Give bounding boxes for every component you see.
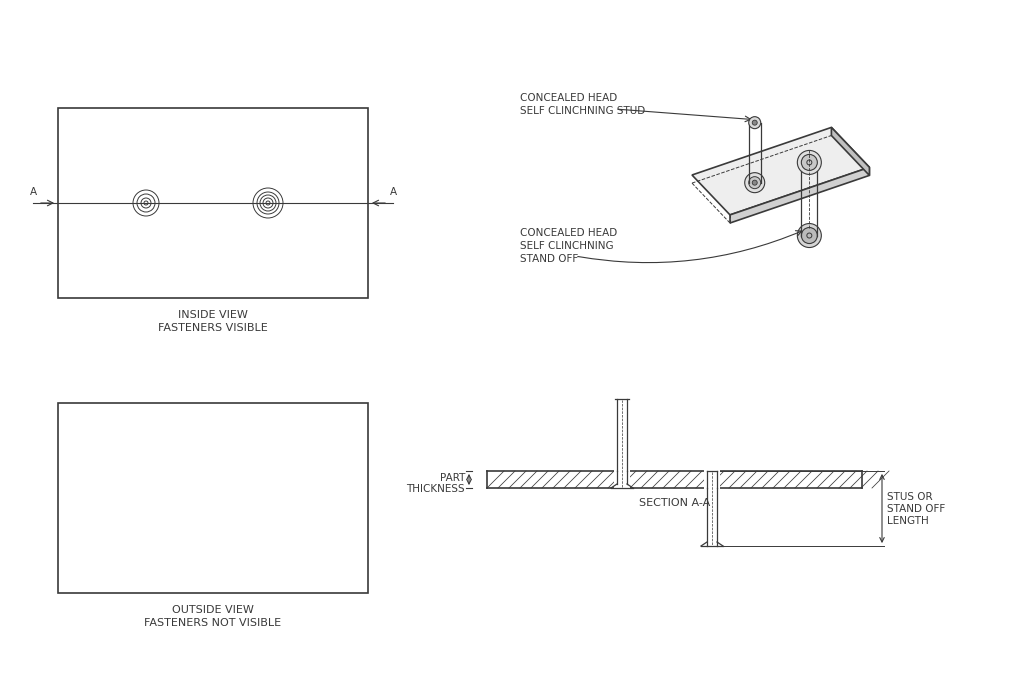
Text: SELF CLINCHNING: SELF CLINCHNING (520, 241, 613, 251)
Polygon shape (831, 128, 869, 176)
Polygon shape (730, 167, 869, 223)
Text: FASTENERS VISIBLE: FASTENERS VISIBLE (158, 323, 268, 333)
Text: A: A (30, 187, 37, 197)
Text: CONCEALED HEAD: CONCEALED HEAD (520, 93, 617, 103)
Circle shape (749, 117, 761, 128)
Text: FASTENERS NOT VISIBLE: FASTENERS NOT VISIBLE (144, 618, 282, 628)
Text: THICKNESS: THICKNESS (407, 484, 465, 494)
Text: INSIDE VIEW: INSIDE VIEW (178, 310, 248, 320)
Bar (614, 470, 630, 489)
Circle shape (749, 177, 761, 189)
Text: PART: PART (439, 473, 465, 483)
Text: LENGTH: LENGTH (887, 516, 929, 525)
Circle shape (744, 173, 765, 193)
Text: A: A (389, 187, 396, 197)
Text: SECTION A-A: SECTION A-A (639, 498, 710, 508)
Text: STUS OR: STUS OR (887, 492, 933, 501)
Circle shape (802, 227, 817, 244)
Text: CONCEALED HEAD: CONCEALED HEAD (520, 228, 617, 238)
Text: SELF CLINCHNING STUD: SELF CLINCHNING STUD (520, 106, 645, 116)
Bar (705, 470, 720, 489)
Bar (58, 403, 368, 593)
Circle shape (802, 154, 817, 171)
Circle shape (753, 120, 757, 125)
Text: OUTSIDE VIEW: OUTSIDE VIEW (172, 605, 254, 615)
Circle shape (798, 223, 821, 247)
Text: STAND OFF: STAND OFF (520, 254, 579, 264)
Circle shape (753, 180, 757, 185)
Polygon shape (692, 128, 869, 215)
Text: STAND OFF: STAND OFF (887, 503, 945, 514)
Circle shape (798, 150, 821, 174)
Bar (58, 108, 368, 298)
